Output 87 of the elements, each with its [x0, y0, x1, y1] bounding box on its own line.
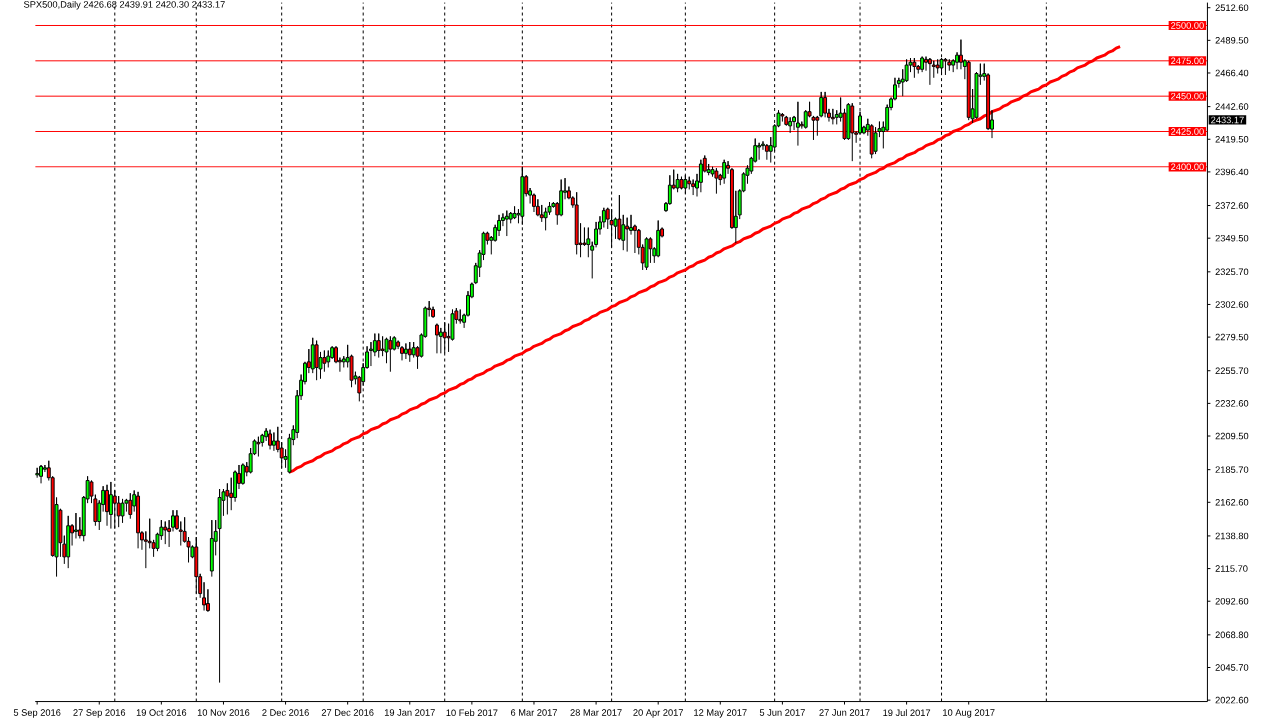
- y-tick-label: 2325.70: [1215, 268, 1249, 276]
- y-tick-label: 2209.50: [1215, 432, 1249, 440]
- candlestick: [722, 159, 727, 185]
- ref-line-label: 2475.00: [1171, 57, 1204, 65]
- candlestick: [920, 56, 925, 73]
- y-tick-label: 2045.70: [1215, 664, 1249, 671]
- y-tick-label: 2255.70: [1215, 367, 1249, 374]
- x-tick-label: 27 Sep 2016: [73, 709, 126, 718]
- candlestick: [407, 341, 412, 363]
- x-tick-label: 5 Jun 2017: [759, 709, 805, 716]
- candlestick: [225, 482, 230, 515]
- candlestick: [698, 159, 703, 193]
- y-tick-label: 2349.50: [1215, 234, 1249, 242]
- x-tick-label: 6 Mar 2017: [510, 709, 557, 716]
- candlestick: [512, 205, 517, 220]
- candlestick: [128, 492, 133, 520]
- ref-line-label: 2400.00: [1171, 163, 1204, 171]
- y-tick-label: 2302.60: [1215, 301, 1249, 308]
- x-tick-label: 19 Oct 2016: [136, 709, 187, 716]
- x-tick-label: 27 Jun 2017: [819, 709, 870, 716]
- candlestick: [819, 91, 824, 118]
- candlestick: [504, 210, 509, 237]
- candlestick: [326, 350, 331, 368]
- candlestick: [268, 429, 272, 450]
- y-tick-label: 2279.50: [1215, 333, 1249, 341]
- candlestick: [403, 342, 408, 360]
- candlestick: [795, 101, 800, 147]
- chart-title: SPX500,Daily 2426.68 2439.91 2420.30 2433.17: [23, 0, 225, 10]
- y-tick-label: 2396.40: [1215, 168, 1249, 176]
- y-tick-label: 2489.50: [1215, 37, 1249, 44]
- x-tick-label: 10 Aug 2017: [943, 709, 995, 718]
- candlestick: [788, 116, 793, 134]
- y-tick-label: 2372.60: [1215, 202, 1249, 209]
- candlestick: [625, 217, 630, 253]
- candlestick: [376, 333, 381, 359]
- y-tick-label: 2185.70: [1215, 466, 1249, 473]
- x-tick-label: 5 Sep 2016: [13, 709, 61, 718]
- y-tick-label: 2162.60: [1215, 499, 1249, 506]
- candlestick: [39, 464, 43, 484]
- candlestick: [388, 335, 393, 373]
- text: 2433.17: [1211, 116, 1244, 124]
- y-tick-label: 2022.60: [1215, 696, 1249, 704]
- candlestick: [830, 108, 835, 125]
- candlestick: [400, 345, 404, 361]
- candlestick: [574, 191, 579, 255]
- x-tick-label: 28 Mar 2017: [570, 709, 622, 716]
- y-tick-label: 2138.80: [1215, 532, 1249, 540]
- candlestick: [108, 481, 113, 530]
- y-tick-label: 2115.70: [1215, 565, 1248, 572]
- x-tick-label: 27 Dec 2016: [321, 709, 374, 716]
- candlestick: [679, 176, 684, 190]
- candlestick: [120, 498, 125, 524]
- candlestick: [240, 463, 245, 486]
- y-tick-label: 2068.80: [1215, 631, 1249, 639]
- y-tick-label: 2466.40: [1215, 69, 1249, 77]
- x-tick-label: 20 Apr 2017: [633, 709, 683, 718]
- candlestick: [66, 515, 71, 569]
- ref-line-label: 2450.00: [1171, 92, 1204, 100]
- candlestick: [780, 112, 785, 123]
- candlestick: [163, 521, 168, 545]
- y-tick-label: 2232.60: [1215, 400, 1249, 407]
- candlestick: [434, 323, 439, 354]
- x-tick-label: 19 Jan 2017: [384, 709, 435, 716]
- candlestick: [675, 173, 680, 193]
- candlestick: [136, 491, 141, 549]
- candlestick: [35, 467, 40, 479]
- x-tick-label: 2 Dec 2016: [262, 709, 309, 716]
- ref-line-label: 2425.00: [1171, 128, 1204, 135]
- candlestick: [757, 142, 762, 161]
- candlestick: [458, 309, 463, 325]
- x-tick-label: 12 May 2017: [694, 709, 747, 718]
- y-tick-label: 2442.60: [1215, 103, 1249, 110]
- x-tick-label: 19 Jul 2017: [883, 709, 931, 717]
- candlestick: [271, 431, 276, 452]
- y-tick-label: 2092.60: [1215, 597, 1249, 605]
- candlestick: [873, 126, 878, 155]
- candlestick: [314, 340, 319, 381]
- candlestick: [105, 484, 109, 527]
- candlestick: [217, 488, 222, 684]
- x-tick-label: 10 Nov 2016: [197, 709, 250, 716]
- y-tick-label: 2512.60: [1215, 4, 1249, 11]
- ref-line-label: 2500.00: [1171, 22, 1204, 29]
- candlestick: [209, 519, 214, 578]
- y-tick-label: 2419.50: [1215, 135, 1249, 143]
- candlestick: [256, 436, 261, 457]
- x-tick-label: 10 Feb 2017: [446, 709, 498, 717]
- candlestick: [644, 236, 649, 271]
